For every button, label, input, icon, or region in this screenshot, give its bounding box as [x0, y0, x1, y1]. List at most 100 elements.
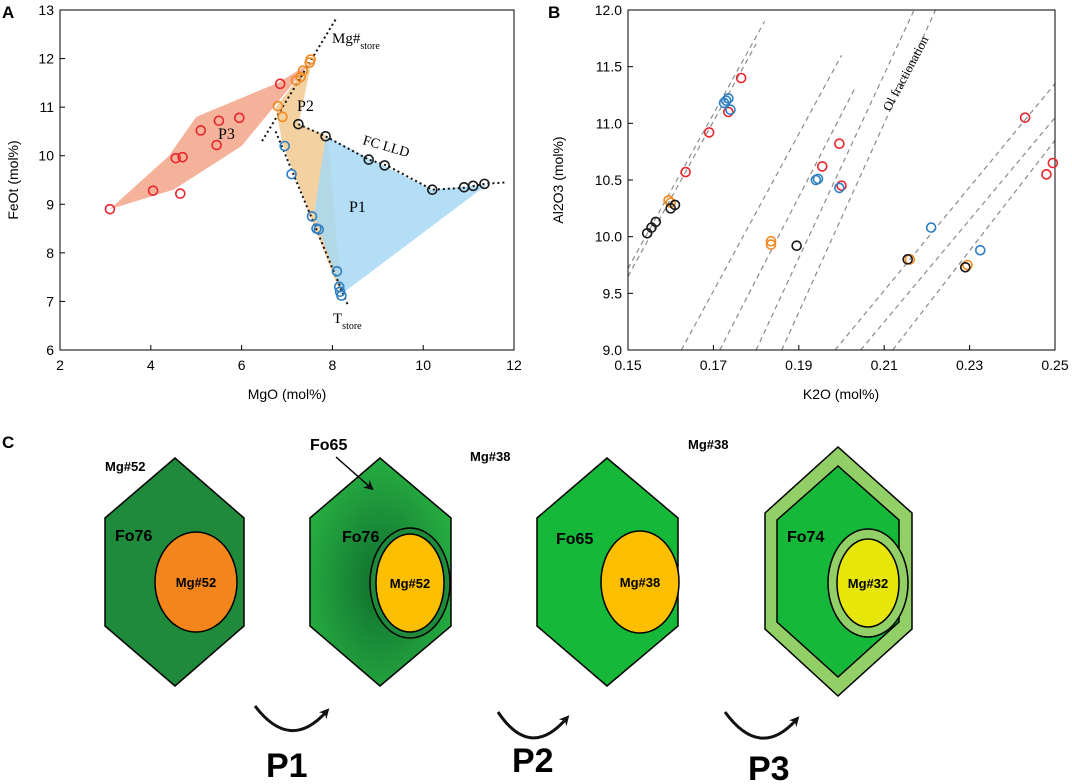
- blue-data-point: [306, 211, 318, 222]
- x-tick-label: 6: [238, 357, 246, 373]
- mg-store-label: Mg#store: [332, 31, 380, 52]
- black-data-point: [320, 130, 331, 142]
- crystal-2-fo-label: Fo76: [342, 529, 379, 546]
- crystal-3-fo-label: Fo65: [556, 531, 593, 548]
- blue-data-point: [925, 222, 937, 233]
- fractionation-dashed-line: [627, 21, 766, 269]
- fractionation-dashed-line: [860, 117, 1056, 351]
- blue-data-point: [279, 140, 291, 152]
- chart-a-regions: [109, 61, 487, 297]
- red-data-point: [177, 151, 188, 163]
- red-data-point: [723, 106, 734, 118]
- black-data-point: [902, 254, 913, 265]
- orange-data-point: [765, 235, 777, 247]
- crystal-1-core: [154, 531, 238, 633]
- x-tick-label: 4: [147, 357, 155, 373]
- blue-data-point: [974, 244, 986, 256]
- p3-arrow-icon: [723, 711, 800, 740]
- chart-a-xlabel: MgO (mol%): [248, 386, 327, 402]
- y-tick-label: 10: [38, 148, 54, 164]
- blue-data-point: [286, 168, 297, 180]
- x-tick-label: 0.19: [785, 357, 812, 373]
- panel-label-b: B: [548, 3, 560, 22]
- black-data-point: [960, 261, 971, 273]
- red-data-point: [1047, 157, 1059, 169]
- y-tick-label: 11: [39, 99, 54, 115]
- p1-arrow-icon: [253, 705, 330, 732]
- crystal-1-mg-top: Mg#52: [105, 459, 145, 474]
- red-data-point: [234, 112, 245, 124]
- crystal-4-fo-label: Fo74: [787, 529, 824, 546]
- crystal-3-core-label: Mg#38: [620, 575, 660, 590]
- red-data-point: [195, 125, 207, 136]
- panel-label-c: C: [2, 433, 14, 452]
- blue-data-point: [331, 266, 343, 277]
- y-tick-label: 12: [38, 51, 54, 67]
- p3-region-label: P3: [218, 126, 235, 143]
- chart-b-points: [641, 72, 1059, 273]
- p2-region-label: P2: [297, 98, 314, 115]
- red-data-point: [213, 115, 225, 127]
- blue-data-point: [812, 173, 824, 185]
- fo65-arrow: [335, 456, 374, 491]
- red-data-point: [680, 166, 691, 178]
- fractionation-dashed-line: [680, 55, 843, 351]
- black-data-point: [650, 216, 662, 228]
- x-tick-label: 12: [506, 357, 522, 373]
- blue-data-point: [834, 182, 845, 194]
- fractionation-dashed-line: [834, 83, 1056, 351]
- blue-data-point: [720, 95, 732, 106]
- t-store-line: [274, 131, 350, 307]
- orange-data-point: [765, 239, 777, 250]
- red-data-point: [1041, 169, 1052, 180]
- red-data-point: [816, 161, 828, 172]
- y-tick-label: 6: [46, 342, 54, 358]
- red-data-point: [274, 78, 286, 90]
- stage-p1-label: P1: [266, 747, 308, 784]
- y-tick-label: 9: [46, 196, 54, 212]
- crystal-2-core-label: Mg#52: [390, 576, 430, 591]
- red-data-point: [211, 139, 222, 151]
- y-tick-label: 9.0: [603, 342, 623, 358]
- orange-data-point: [272, 100, 284, 112]
- x-tick-label: 0.23: [956, 357, 983, 373]
- crystal-4-core: [836, 538, 900, 628]
- blue-data-point: [313, 224, 325, 235]
- p3-region: [109, 63, 310, 210]
- black-data-point: [426, 184, 438, 196]
- fc-lld-label: FC LLD: [361, 133, 411, 161]
- y-tick-label: 12.0: [595, 2, 622, 18]
- crystal-2-core: [375, 533, 445, 633]
- chart-b-frame: [627, 9, 1056, 351]
- x-tick-label: 10: [415, 357, 431, 373]
- crystal-4-core-label: Mg#32: [848, 576, 888, 591]
- black-data-point: [791, 240, 802, 252]
- p2-arrow-icon: [496, 711, 570, 740]
- red-data-point: [834, 138, 845, 150]
- crystal-1-fo-label: Fo76: [115, 528, 152, 545]
- black-data-point: [379, 160, 390, 171]
- y-tick-label: 11.5: [596, 59, 622, 75]
- y-tick-label: 10.5: [595, 172, 622, 188]
- x-tick-label: 0.25: [1041, 357, 1068, 373]
- crystal-3-mg-top: Mg#38: [688, 437, 728, 452]
- red-data-point: [836, 180, 847, 191]
- red-data-point: [147, 185, 159, 196]
- fractionation-dashed-line: [892, 139, 1056, 351]
- x-tick-label: 0.21: [871, 357, 898, 373]
- blue-data-point: [336, 290, 347, 301]
- fractionation-dashed-line: [755, 9, 915, 351]
- stage-p3-label: P3: [748, 750, 790, 784]
- orange-data-point: [295, 71, 306, 83]
- chart-b: 0.15 0.17 0.19 0.21 0.23 0.25 9.0 9.5 10.0 10.5 11…: [550, 2, 1069, 402]
- fractionation-dashed-line: [781, 9, 936, 351]
- y-tick-label: 9.5: [603, 285, 623, 301]
- chart-b-ylabel: Al2O3 (mol%): [550, 136, 566, 223]
- y-tick-label: 13: [38, 2, 54, 18]
- y-tick-label: 10.0: [595, 229, 622, 245]
- x-tick-label: 8: [329, 357, 337, 373]
- panel-label-a: A: [2, 3, 14, 22]
- blue-data-point: [725, 104, 736, 116]
- red-data-point: [1019, 112, 1031, 123]
- panel-c: Mg#52 Fo76 Mg#52 Mg#38 Fo65 Fo76 Mg#52 M…: [104, 437, 913, 784]
